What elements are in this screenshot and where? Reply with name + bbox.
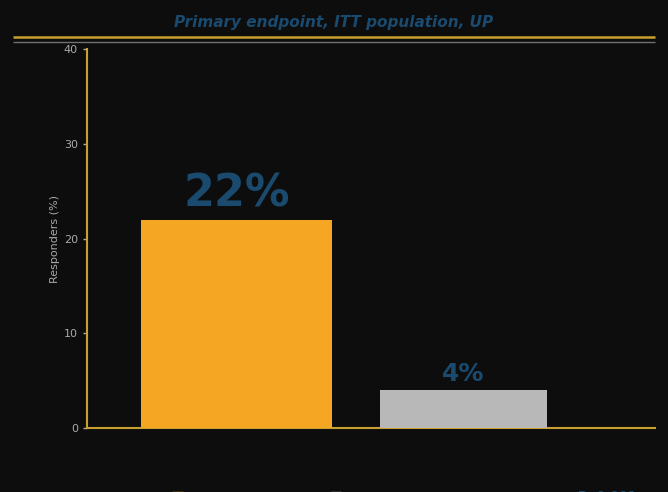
Text: P<0.001: P<0.001 [578, 490, 637, 492]
Text: Primary endpoint, ITT population, UP: Primary endpoint, ITT population, UP [174, 15, 494, 30]
Legend: Otezla 30 mg BID (n=297), Placebo (n=278): Otezla 30 mg BID (n=297), Placebo (n=278… [168, 488, 437, 492]
Text: 4%: 4% [442, 363, 484, 386]
Y-axis label: Responders (%): Responders (%) [49, 195, 59, 282]
Bar [141, 219, 332, 428]
Text: 22%: 22% [183, 173, 289, 216]
Bar [379, 390, 547, 428]
